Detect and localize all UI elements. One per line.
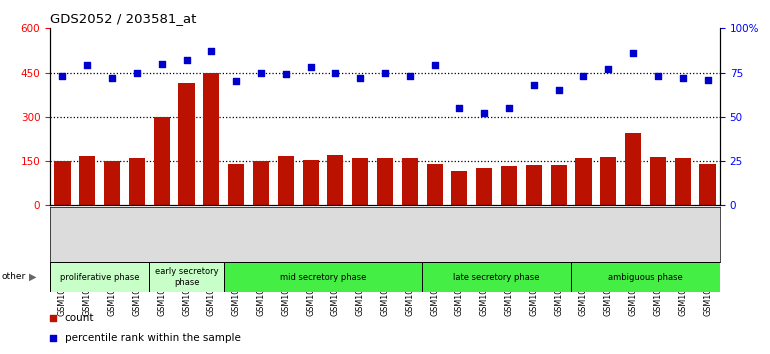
Point: [503, 105, 515, 111]
Text: ▶: ▶: [28, 272, 36, 282]
Point: [280, 72, 292, 77]
Point: [410, 210, 422, 216]
Point: [354, 75, 367, 81]
Text: mid secretory phase: mid secretory phase: [280, 273, 367, 281]
Bar: [377, 158, 393, 205]
Point: [651, 73, 664, 79]
Bar: [402, 158, 418, 205]
Point: [627, 50, 639, 56]
Bar: [154, 117, 169, 205]
Point: [205, 48, 217, 54]
Bar: [675, 158, 691, 205]
Bar: [104, 161, 120, 205]
Point: [81, 63, 93, 68]
Point: [553, 87, 565, 93]
Text: ambiguous phase: ambiguous phase: [608, 273, 683, 281]
Point: [230, 79, 243, 84]
Bar: [55, 161, 71, 205]
Bar: [50, 262, 149, 292]
Point: [410, 30, 422, 36]
Point: [428, 63, 440, 68]
Bar: [601, 156, 616, 205]
Bar: [551, 165, 567, 205]
Text: count: count: [65, 313, 94, 323]
Bar: [451, 171, 467, 205]
Point: [255, 70, 267, 75]
Bar: [228, 164, 244, 205]
Bar: [149, 262, 224, 292]
Point: [454, 105, 466, 111]
Bar: [179, 83, 195, 205]
Point: [578, 73, 590, 79]
Bar: [476, 169, 492, 205]
Bar: [79, 156, 95, 205]
Point: [602, 66, 614, 72]
Bar: [327, 155, 343, 205]
Point: [527, 82, 540, 88]
Bar: [575, 158, 591, 205]
Point: [478, 110, 490, 116]
Text: other: other: [2, 272, 25, 281]
Text: proliferative phase: proliferative phase: [60, 273, 139, 281]
Bar: [224, 262, 422, 292]
Bar: [303, 160, 319, 205]
Bar: [278, 156, 294, 205]
Bar: [625, 133, 641, 205]
Bar: [571, 262, 720, 292]
Bar: [422, 262, 571, 292]
Point: [403, 73, 416, 79]
Point: [180, 57, 192, 63]
Bar: [501, 166, 517, 205]
Point: [304, 64, 316, 70]
Point: [379, 70, 391, 75]
Bar: [129, 158, 145, 205]
Text: GDS2052 / 203581_at: GDS2052 / 203581_at: [50, 12, 196, 25]
Point: [131, 70, 143, 75]
Point: [677, 75, 689, 81]
Bar: [650, 156, 666, 205]
Bar: [526, 165, 542, 205]
Point: [56, 73, 69, 79]
Point: [106, 75, 119, 81]
Bar: [427, 164, 443, 205]
Text: early secretory
phase: early secretory phase: [155, 267, 219, 287]
Text: late secretory phase: late secretory phase: [454, 273, 540, 281]
Text: percentile rank within the sample: percentile rank within the sample: [65, 333, 241, 343]
Bar: [352, 158, 368, 205]
Bar: [203, 73, 219, 205]
Point: [156, 61, 168, 67]
Point: [330, 70, 342, 75]
Bar: [699, 164, 715, 205]
Bar: [253, 161, 269, 205]
Point: [701, 77, 714, 82]
